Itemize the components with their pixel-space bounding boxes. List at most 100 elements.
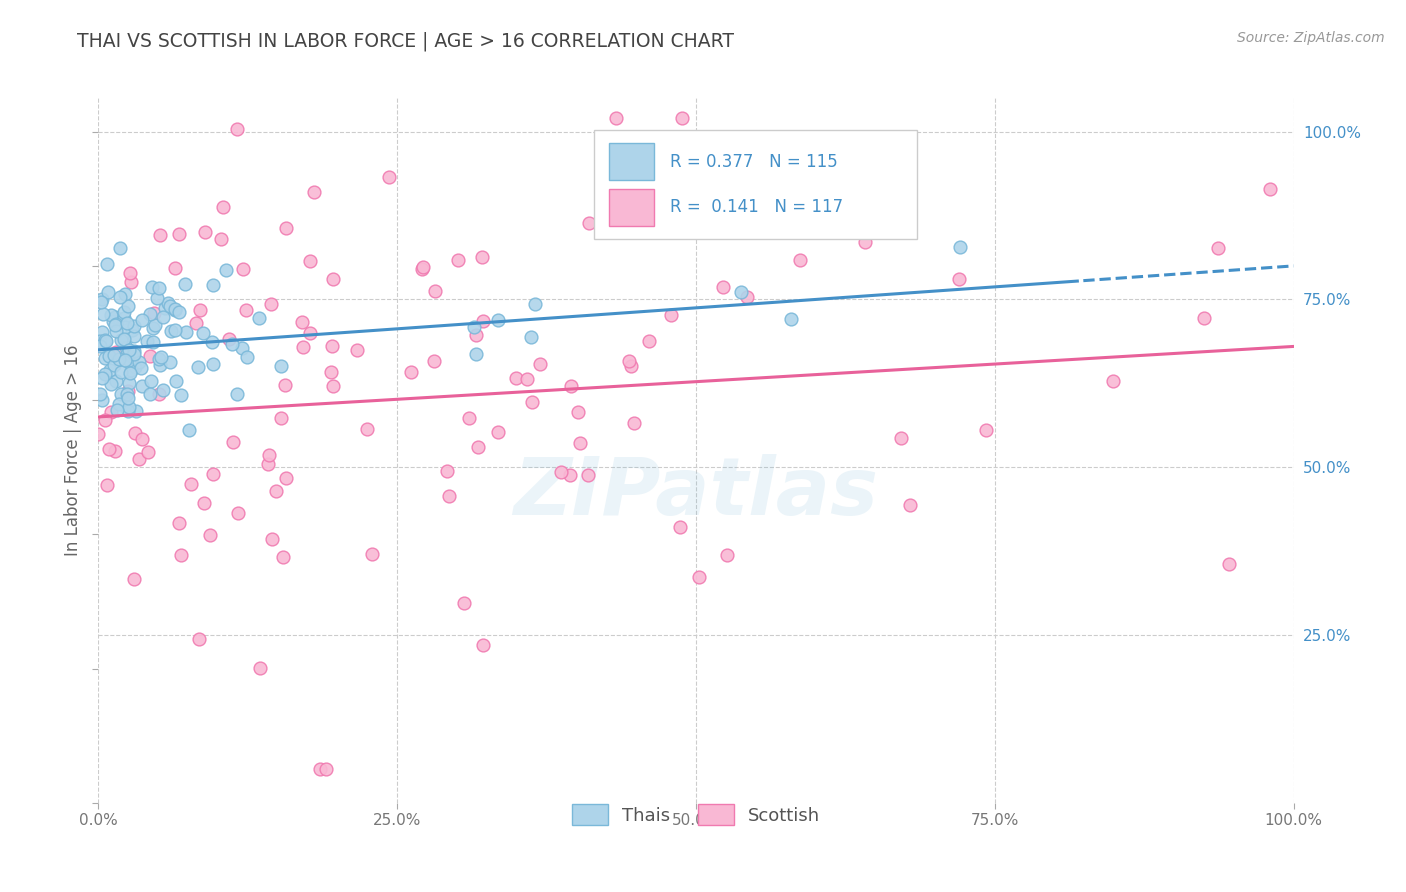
- Point: [550, 465, 572, 479]
- Point: [103, 348, 125, 362]
- Point: [232, 262, 254, 277]
- Point: [188, 303, 211, 318]
- Point: [135, 334, 157, 349]
- Point: [104, 318, 127, 332]
- Point: [472, 639, 495, 653]
- Point: [169, 548, 191, 562]
- Point: [488, 425, 510, 440]
- Point: [141, 374, 163, 388]
- Point: [226, 506, 249, 520]
- Point: [304, 186, 326, 200]
- Point: [115, 339, 138, 353]
- Point: [437, 489, 460, 503]
- Point: [274, 377, 297, 392]
- Point: [202, 357, 225, 371]
- Point: [315, 762, 337, 776]
- Point: [176, 325, 198, 339]
- Point: [153, 301, 176, 316]
- Point: [114, 352, 136, 367]
- Point: [145, 318, 167, 333]
- Point: [103, 358, 125, 372]
- Point: [457, 411, 479, 425]
- Point: [159, 299, 181, 313]
- Point: [218, 332, 240, 346]
- Point: [270, 359, 292, 373]
- Point: [520, 329, 543, 343]
- Point: [225, 122, 247, 136]
- Point: [198, 528, 221, 542]
- Point: [260, 533, 283, 547]
- Point: [105, 317, 128, 331]
- Point: [520, 394, 543, 409]
- Point: [177, 423, 200, 437]
- Point: [163, 323, 186, 337]
- Point: [291, 315, 314, 329]
- Point: [96, 257, 118, 271]
- Point: [157, 296, 180, 310]
- Point: [221, 337, 243, 351]
- Point: [247, 311, 270, 326]
- Point: [467, 440, 489, 454]
- Point: [128, 452, 150, 467]
- Point: [142, 321, 165, 335]
- Point: [194, 225, 217, 239]
- Point: [148, 227, 170, 242]
- Point: [118, 400, 141, 414]
- Point: [174, 277, 197, 291]
- Point: [356, 422, 378, 436]
- Point: [890, 432, 912, 446]
- Point: [616, 218, 638, 232]
- Point: [273, 549, 295, 564]
- Point: [163, 303, 186, 318]
- Point: [659, 308, 682, 322]
- Point: [90, 293, 112, 307]
- Point: [637, 334, 659, 348]
- Point: [949, 240, 972, 254]
- Legend: Thais, Scottish: Thais, Scottish: [565, 797, 827, 832]
- Text: Source: ZipAtlas.com: Source: ZipAtlas.com: [1237, 31, 1385, 45]
- Point: [619, 354, 641, 368]
- Point: [97, 285, 120, 299]
- Point: [1218, 557, 1240, 571]
- Point: [202, 467, 225, 481]
- Point: [103, 314, 125, 328]
- Point: [716, 549, 738, 563]
- Point: [780, 312, 803, 326]
- Point: [142, 335, 165, 350]
- Point: [236, 351, 259, 365]
- Point: [94, 413, 117, 427]
- Point: [671, 112, 693, 126]
- Point: [100, 405, 122, 419]
- Point: [378, 170, 401, 185]
- Point: [108, 290, 131, 304]
- Point: [453, 596, 475, 610]
- Point: [423, 354, 446, 368]
- Point: [235, 303, 257, 318]
- Point: [299, 326, 322, 341]
- FancyBboxPatch shape: [609, 144, 654, 180]
- Point: [117, 299, 139, 313]
- Point: [114, 320, 136, 334]
- Point: [567, 404, 589, 418]
- Point: [117, 404, 139, 418]
- Point: [558, 468, 581, 483]
- Point: [529, 357, 551, 371]
- Point: [139, 306, 162, 320]
- Point: [399, 365, 422, 379]
- Point: [146, 291, 169, 305]
- Point: [104, 310, 127, 324]
- Point: [94, 367, 117, 381]
- Point: [117, 387, 139, 401]
- Point: [212, 200, 235, 214]
- Point: [117, 391, 139, 405]
- Point: [105, 374, 128, 388]
- Point: [321, 339, 343, 353]
- Point: [249, 661, 271, 675]
- Point: [94, 334, 117, 348]
- Point: [187, 632, 209, 647]
- Point: [96, 478, 118, 492]
- Point: [167, 227, 190, 242]
- Point: [167, 304, 190, 318]
- Point: [131, 361, 153, 376]
- Point: [209, 232, 232, 246]
